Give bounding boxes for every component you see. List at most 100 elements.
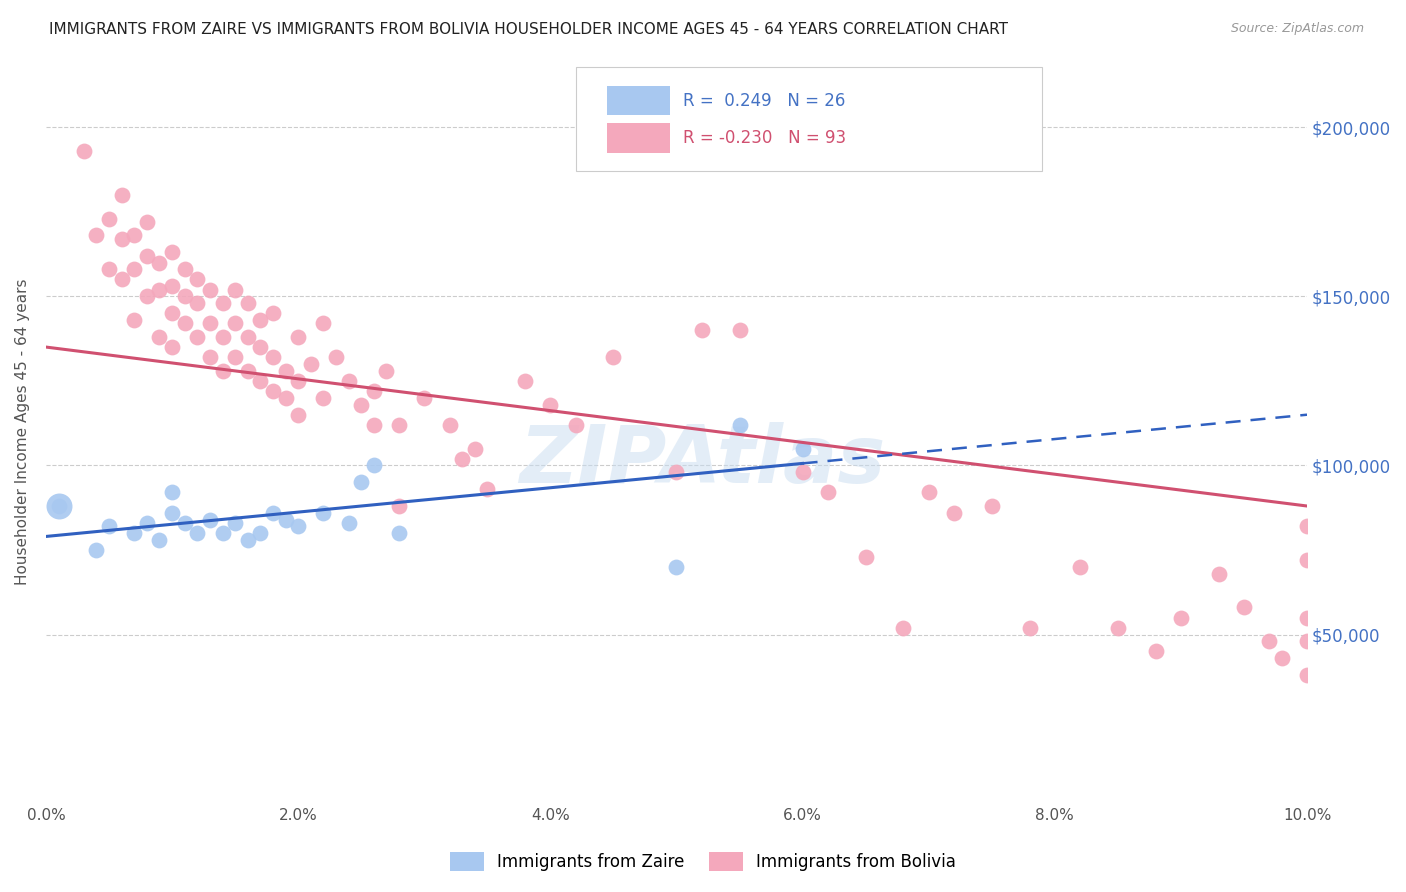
Point bbox=[173, 262, 195, 277]
Point bbox=[160, 485, 183, 500]
Point bbox=[439, 417, 461, 432]
Point bbox=[148, 255, 170, 269]
Point bbox=[1208, 566, 1230, 581]
Point bbox=[665, 560, 688, 574]
Point bbox=[236, 296, 259, 310]
Point bbox=[111, 272, 134, 286]
Point bbox=[186, 296, 208, 310]
Point bbox=[942, 506, 965, 520]
Point bbox=[48, 499, 70, 513]
Point bbox=[148, 283, 170, 297]
Point bbox=[211, 364, 233, 378]
Point bbox=[211, 526, 233, 541]
Point bbox=[312, 506, 335, 520]
Point bbox=[363, 384, 385, 398]
Point bbox=[413, 391, 436, 405]
Point bbox=[893, 621, 915, 635]
Point bbox=[160, 279, 183, 293]
Point bbox=[728, 323, 751, 337]
Point bbox=[236, 330, 259, 344]
Point bbox=[211, 330, 233, 344]
Point bbox=[375, 364, 398, 378]
Point bbox=[855, 549, 877, 564]
Point bbox=[602, 350, 624, 364]
Point bbox=[211, 296, 233, 310]
Point bbox=[1069, 560, 1091, 574]
Point bbox=[477, 482, 499, 496]
FancyBboxPatch shape bbox=[607, 123, 671, 153]
Point bbox=[1296, 519, 1319, 533]
Point bbox=[690, 323, 713, 337]
Point bbox=[262, 384, 284, 398]
Point bbox=[249, 374, 271, 388]
Point bbox=[186, 526, 208, 541]
Point bbox=[111, 232, 134, 246]
Point bbox=[160, 506, 183, 520]
Point bbox=[73, 144, 96, 158]
Point bbox=[186, 272, 208, 286]
Point bbox=[224, 516, 246, 530]
Point bbox=[224, 350, 246, 364]
Point bbox=[792, 442, 814, 456]
Point bbox=[299, 357, 322, 371]
Point bbox=[98, 262, 121, 277]
Point bbox=[173, 289, 195, 303]
Point bbox=[274, 512, 297, 526]
Point bbox=[1258, 634, 1281, 648]
Point bbox=[198, 350, 221, 364]
Point bbox=[538, 398, 561, 412]
Point bbox=[249, 526, 271, 541]
Point bbox=[122, 313, 145, 327]
Point bbox=[135, 289, 157, 303]
Point bbox=[148, 533, 170, 547]
Point bbox=[1271, 651, 1294, 665]
Point bbox=[198, 512, 221, 526]
Point bbox=[135, 215, 157, 229]
Y-axis label: Householder Income Ages 45 - 64 years: Householder Income Ages 45 - 64 years bbox=[15, 278, 30, 585]
Point bbox=[363, 417, 385, 432]
Point bbox=[111, 187, 134, 202]
Point bbox=[464, 442, 486, 456]
Point bbox=[287, 519, 309, 533]
Point bbox=[350, 398, 373, 412]
Point bbox=[274, 364, 297, 378]
Point bbox=[451, 451, 474, 466]
Point bbox=[1144, 644, 1167, 658]
Text: R = -0.230   N = 93: R = -0.230 N = 93 bbox=[683, 128, 846, 146]
Point bbox=[173, 516, 195, 530]
Point bbox=[122, 526, 145, 541]
Point bbox=[1107, 621, 1129, 635]
Point bbox=[337, 516, 360, 530]
Point bbox=[1296, 610, 1319, 624]
Point bbox=[388, 526, 411, 541]
Point bbox=[236, 533, 259, 547]
Point bbox=[980, 499, 1002, 513]
FancyBboxPatch shape bbox=[575, 67, 1042, 171]
Point bbox=[160, 245, 183, 260]
Point bbox=[249, 313, 271, 327]
Point bbox=[249, 340, 271, 354]
Point bbox=[325, 350, 347, 364]
Text: Source: ZipAtlas.com: Source: ZipAtlas.com bbox=[1230, 22, 1364, 36]
Point bbox=[792, 465, 814, 479]
Point bbox=[1170, 610, 1192, 624]
Point bbox=[1296, 668, 1319, 682]
Legend: Immigrants from Zaire, Immigrants from Bolivia: Immigrants from Zaire, Immigrants from B… bbox=[441, 843, 965, 880]
Point bbox=[160, 306, 183, 320]
Point bbox=[48, 499, 70, 513]
Point bbox=[515, 374, 537, 388]
Point bbox=[224, 317, 246, 331]
Point bbox=[1296, 553, 1319, 567]
Point bbox=[86, 543, 108, 558]
Point bbox=[350, 475, 373, 490]
Point bbox=[1018, 621, 1040, 635]
Point bbox=[236, 364, 259, 378]
Text: R =  0.249   N = 26: R = 0.249 N = 26 bbox=[683, 92, 845, 110]
Point bbox=[1233, 600, 1256, 615]
Point bbox=[262, 306, 284, 320]
Point bbox=[135, 249, 157, 263]
Point bbox=[135, 516, 157, 530]
Point bbox=[363, 458, 385, 473]
Point bbox=[173, 317, 195, 331]
Point bbox=[186, 330, 208, 344]
